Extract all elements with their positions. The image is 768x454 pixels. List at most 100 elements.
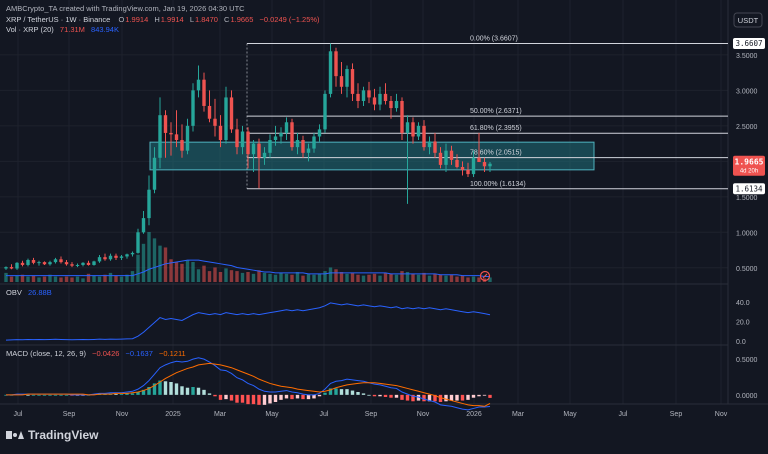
candle-body[interactable]: [196, 79, 201, 91]
candle-body[interactable]: [290, 122, 294, 148]
candle-body[interactable]: [207, 105, 212, 119]
candle-body[interactable]: [372, 97, 377, 105]
candle-body[interactable]: [141, 218, 146, 233]
tradingview-logo[interactable]: TradingView: [6, 428, 98, 442]
candle-body[interactable]: [449, 150, 454, 160]
candle-body[interactable]: [394, 100, 399, 109]
candle-body[interactable]: [295, 140, 300, 148]
candle-body[interactable]: [334, 51, 338, 77]
candle-body[interactable]: [191, 90, 195, 126]
candle-body[interactable]: [48, 262, 52, 265]
candle-body[interactable]: [86, 262, 91, 265]
candle-body[interactable]: [169, 132, 173, 135]
candle-body[interactable]: [218, 125, 223, 141]
candle-body[interactable]: [339, 76, 344, 87]
candle-body[interactable]: [361, 90, 366, 101]
candle-body[interactable]: [152, 157, 157, 190]
candle-body[interactable]: [438, 152, 443, 165]
macd-axis[interactable]: 0.5000 0.0000: [736, 357, 758, 400]
candle-body[interactable]: [345, 69, 349, 87]
candle-body[interactable]: [20, 262, 25, 265]
candle-body[interactable]: [103, 257, 107, 260]
candle-body[interactable]: [312, 136, 316, 149]
candle-body[interactable]: [455, 159, 459, 168]
obv-axis[interactable]: 40.0 20.0 0.0: [736, 300, 750, 346]
currency-button[interactable]: USDT: [733, 12, 763, 28]
support-zone[interactable]: [149, 141, 595, 171]
candle-body[interactable]: [180, 140, 184, 151]
candle-body[interactable]: [367, 90, 371, 98]
candle-body[interactable]: [246, 131, 250, 155]
candle-body[interactable]: [268, 140, 272, 153]
candle-body[interactable]: [383, 93, 388, 101]
candle-body[interactable]: [147, 189, 151, 219]
candle-body[interactable]: [174, 134, 179, 141]
candle-body[interactable]: [185, 125, 190, 151]
candle-body[interactable]: [108, 255, 113, 260]
time-axis[interactable]: Jul Sep Nov 2025 Mar May Jul Sep Nov 2026 Mar May Ju…: [14, 411, 728, 418]
candle-body[interactable]: [59, 259, 63, 263]
candle-body[interactable]: [389, 100, 393, 109]
candle-body[interactable]: [114, 255, 118, 258]
candle-body[interactable]: [229, 97, 234, 130]
candle-body[interactable]: [15, 262, 19, 269]
candle-body[interactable]: [119, 256, 124, 258]
candle-body[interactable]: [317, 129, 322, 137]
candle-body[interactable]: [4, 267, 8, 269]
candle-body[interactable]: [284, 122, 289, 133]
candle-body[interactable]: [257, 143, 261, 158]
bar-replay-icon[interactable]: [479, 270, 491, 282]
candle-body[interactable]: [9, 267, 14, 269]
obv-legend[interactable]: OBV 26.88B: [6, 288, 52, 297]
candle-body[interactable]: [213, 118, 217, 126]
candle-body[interactable]: [240, 131, 245, 148]
candle-body[interactable]: [42, 262, 47, 265]
candle-body[interactable]: [64, 262, 69, 265]
candle-body[interactable]: [97, 257, 102, 262]
candle-body[interactable]: [477, 157, 481, 163]
candle-body[interactable]: [37, 262, 41, 264]
candle-body[interactable]: [323, 93, 327, 130]
candle-body[interactable]: [488, 163, 492, 167]
candle-body[interactable]: [163, 115, 168, 133]
candle-body[interactable]: [306, 148, 311, 153]
candle-body[interactable]: [433, 141, 437, 153]
candle-body[interactable]: [411, 122, 415, 137]
candle-body[interactable]: [262, 152, 267, 158]
candle-body[interactable]: [75, 264, 80, 266]
candle-body[interactable]: [416, 125, 421, 137]
candle-body[interactable]: [136, 232, 140, 253]
candle-body[interactable]: [378, 93, 382, 105]
fibonacci-retracement[interactable]: 0.00% (3.6607) 50.00% (2.6371) 61.80% (2.3…: [246, 35, 728, 190]
candle-body[interactable]: [224, 97, 228, 141]
candle-body[interactable]: [81, 262, 85, 265]
candle-body[interactable]: [53, 259, 58, 263]
candle-body[interactable]: [328, 51, 333, 94]
candle-body[interactable]: [273, 136, 278, 141]
candle-body[interactable]: [466, 169, 470, 175]
candle-body[interactable]: [301, 140, 305, 153]
candle-body[interactable]: [427, 141, 432, 148]
candle-body[interactable]: [130, 252, 135, 255]
candle-body[interactable]: [158, 115, 162, 158]
candle-body[interactable]: [400, 100, 404, 133]
candle-body[interactable]: [350, 69, 355, 94]
symbol-legend[interactable]: XRP / TetherUS · 1W · Binance O1.9914 H1…: [6, 15, 320, 24]
volume-legend[interactable]: Vol · XRP (20) 71.31M 843.94K: [6, 25, 119, 34]
candle-body[interactable]: [422, 125, 426, 148]
candle-body[interactable]: [279, 132, 283, 137]
candle-body[interactable]: [31, 259, 36, 263]
candle-body[interactable]: [444, 150, 448, 165]
candle-body[interactable]: [26, 259, 30, 265]
candle-body[interactable]: [251, 143, 256, 155]
candle-body[interactable]: [202, 79, 206, 106]
candle-body[interactable]: [460, 167, 465, 170]
candle-body[interactable]: [471, 157, 476, 175]
candle-body[interactable]: [405, 122, 410, 133]
candle-body[interactable]: [70, 264, 74, 266]
candle-body[interactable]: [92, 261, 96, 265]
candle-body[interactable]: [356, 93, 360, 101]
candle-body[interactable]: [235, 129, 239, 148]
macd-legend[interactable]: MACD (close, 12, 26, 9) −0.0426 −0.1637 …: [6, 349, 186, 358]
